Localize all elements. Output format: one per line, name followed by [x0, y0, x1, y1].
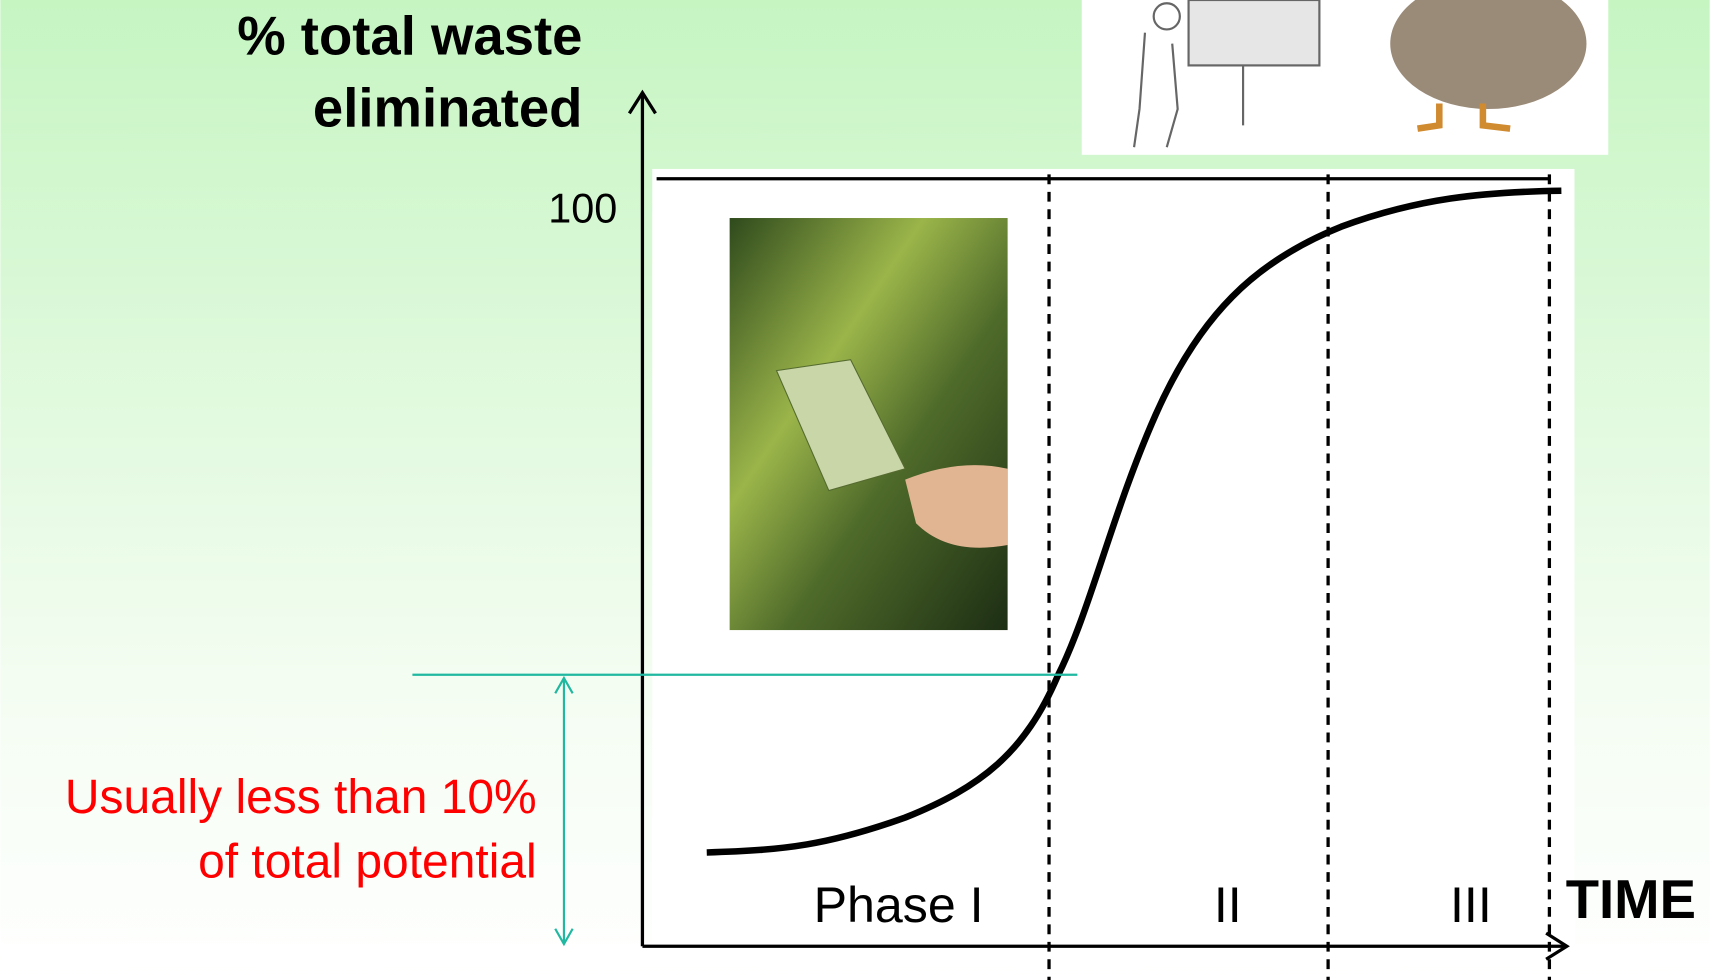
y-tick-label: 100	[548, 185, 617, 231]
phase-label: II	[1214, 877, 1242, 933]
annotation: Usually less than 10%	[65, 771, 537, 824]
phase-label: III	[1450, 877, 1492, 933]
annotation: of total potential	[198, 836, 537, 889]
slide: % total waste eliminated 100 Usually les…	[0, 0, 1710, 980]
x-axis-label: TIME	[1566, 869, 1696, 930]
y-axis-label: % total waste	[237, 6, 582, 67]
phase-label: Phase I	[814, 877, 984, 933]
y-axis-label: eliminated	[313, 77, 583, 138]
